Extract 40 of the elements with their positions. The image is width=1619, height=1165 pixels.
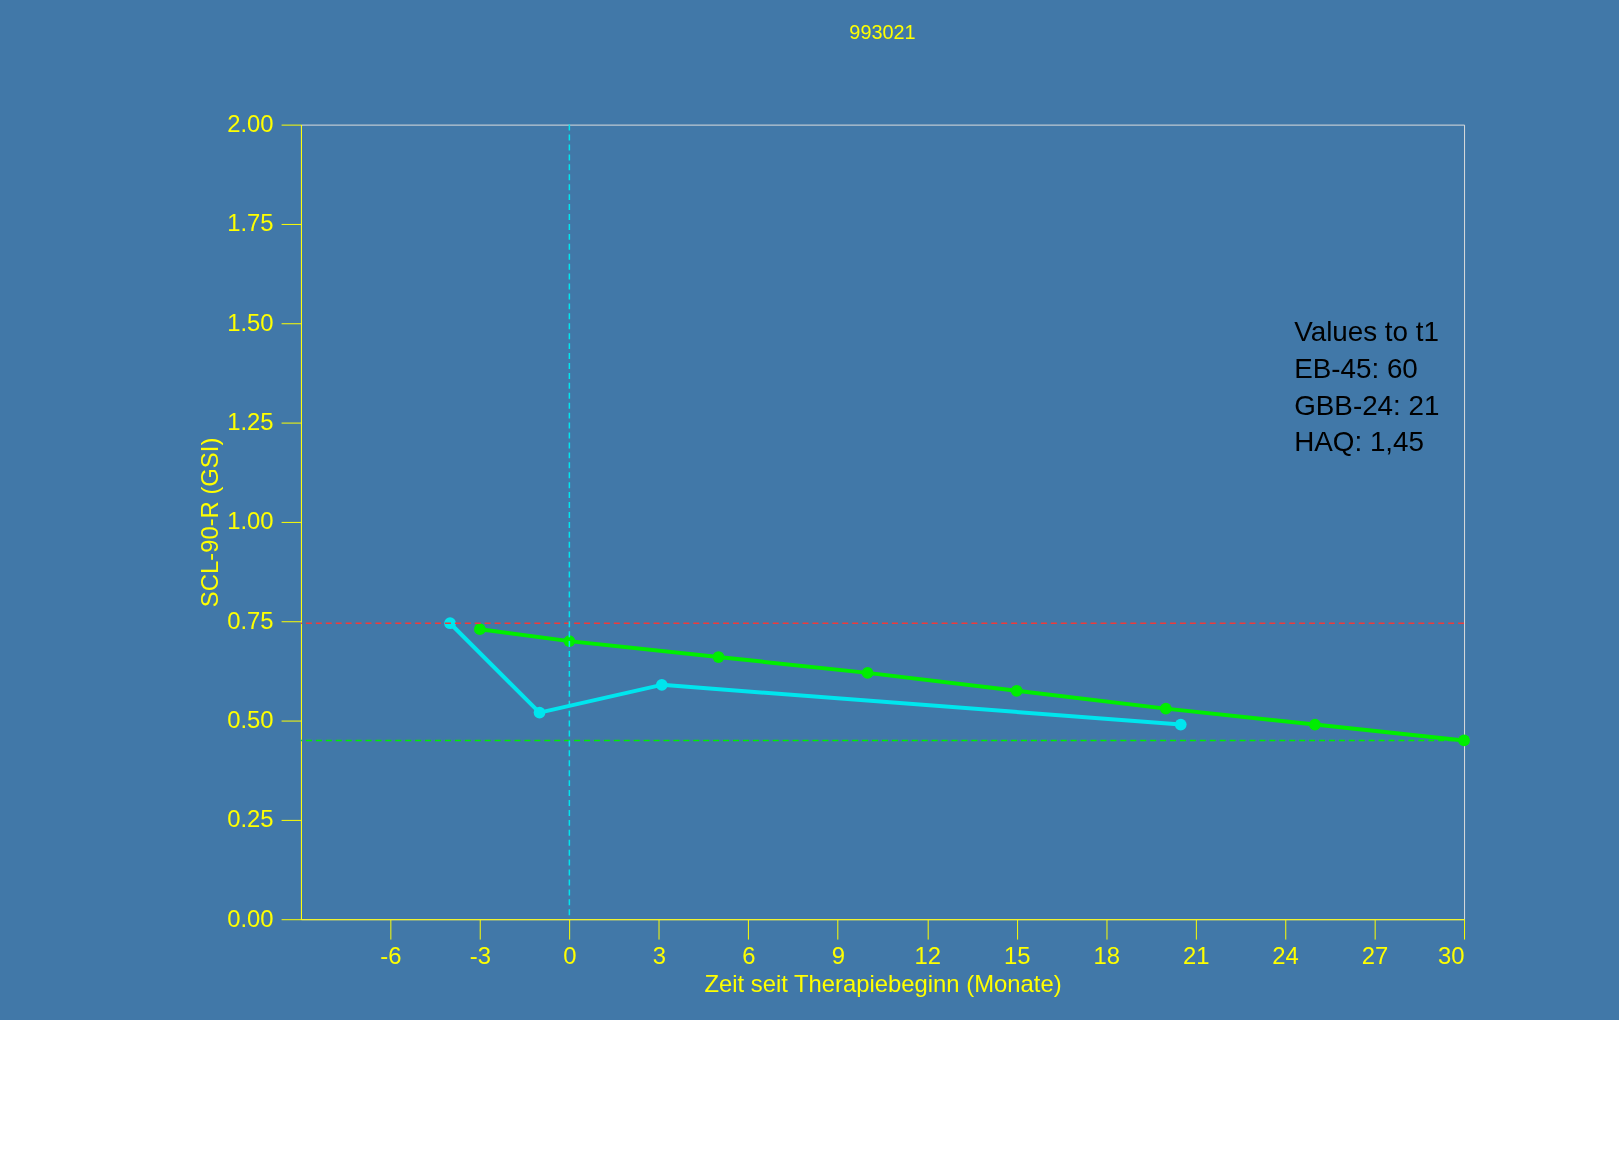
y-tick-label: 2.00 <box>227 110 274 138</box>
x-tick-label: 27 <box>1361 942 1389 970</box>
x-tick-label: 3 <box>652 942 666 970</box>
chart-title: 993021 <box>849 21 916 44</box>
y-tick-label: 0.75 <box>227 606 274 634</box>
y-tick-label: 1.00 <box>227 507 274 535</box>
point <box>1174 718 1187 731</box>
annotation: EB-45: 60 <box>1294 352 1418 384</box>
x-tick-label: 12 <box>914 942 941 970</box>
point <box>533 706 546 719</box>
x-tick-label: 21 <box>1182 942 1210 970</box>
y-axis-title: SCL-90-R (GSI) <box>196 437 224 608</box>
y-tick-label: 1.50 <box>227 308 274 336</box>
y-tick-label: 1.75 <box>227 209 274 237</box>
point <box>474 623 486 636</box>
y-tick-label: 0.50 <box>227 706 274 734</box>
point <box>563 635 576 647</box>
point <box>1458 734 1470 747</box>
annotation: Values to t1 <box>1294 316 1439 348</box>
annotation: HAQ: 1,45 <box>1294 426 1424 458</box>
point <box>1309 718 1321 731</box>
point <box>861 667 874 679</box>
y-tick-label: 0.00 <box>227 904 274 932</box>
y-tick-label: 1.25 <box>227 408 274 436</box>
annotation: GBB-24: 21 <box>1294 389 1440 421</box>
y-tick-label: 0.25 <box>227 805 274 833</box>
point <box>712 651 725 663</box>
point <box>1010 684 1023 697</box>
x-tick-label: -3 <box>469 942 491 970</box>
x-axis-title: Zeit seit Therapiebeginn (Monate) <box>704 970 1062 998</box>
x-tick-label: 30 <box>1438 942 1465 970</box>
x-tick-label: 6 <box>742 942 756 970</box>
point <box>655 678 668 691</box>
x-tick-label: 18 <box>1093 942 1120 970</box>
x-tick-label: 9 <box>831 942 845 970</box>
x-tick-label: -6 <box>380 942 402 970</box>
x-tick-label: 0 <box>563 942 577 970</box>
point <box>1159 702 1172 715</box>
x-tick-label: 24 <box>1272 942 1299 970</box>
x-tick-label: 15 <box>1003 942 1031 970</box>
